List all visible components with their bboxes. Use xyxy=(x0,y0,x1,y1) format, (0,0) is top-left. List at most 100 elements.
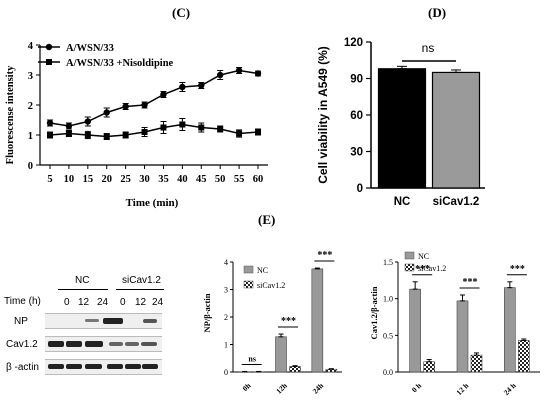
chart-e2-bar-2 xyxy=(423,361,435,373)
chart-d-ytick-label: 90 xyxy=(350,74,363,86)
blot-time-12a: 12 xyxy=(78,297,90,308)
blot-time-label: Time (h) xyxy=(4,296,41,307)
chart-c-xtick-label: 60 xyxy=(253,174,264,185)
chart-e1-xtick-label: 24h xyxy=(311,380,326,395)
panel-label-c: (C) xyxy=(172,5,191,20)
blot-time-24b: 24 xyxy=(152,297,164,308)
blot-row-actin xyxy=(45,359,162,375)
chart-e2-ytick-label: 0.5 xyxy=(383,331,393,340)
chart-e1-bar-2 xyxy=(252,371,265,373)
chart-c-xtick-label: 45 xyxy=(196,174,207,185)
chart-d-ytick-label: 120 xyxy=(344,37,363,49)
chart-e1-ytick-label: 3 xyxy=(224,286,228,295)
chart-e1-ytick-label: 4 xyxy=(224,258,228,267)
blot-group-underline-sicav xyxy=(116,289,164,290)
chart-e1-xtick-label: 0h xyxy=(241,380,254,393)
chart-c-point-2 xyxy=(255,129,261,135)
chart-c-point-1 xyxy=(216,71,224,79)
panel-label-e: (E) xyxy=(258,212,276,227)
chart-e2-bar-1 xyxy=(409,288,421,373)
chart-d-bar-1 xyxy=(377,68,427,189)
e2-legend-sicav: siCav1.2 xyxy=(418,264,446,273)
chart-c-point-2 xyxy=(103,133,110,140)
chart-e1-legend: NC siCav1.2 xyxy=(243,265,285,290)
chart-c-point-2 xyxy=(217,126,224,132)
chart-c-xtick-label: 40 xyxy=(177,174,188,185)
chart-c-point-2 xyxy=(141,129,148,135)
chart-c-point-2 xyxy=(122,132,129,138)
e2-legend-nc: NC xyxy=(418,252,429,261)
chart-e1-ytick-label: 0 xyxy=(224,368,228,377)
chart-e2-bar-1 xyxy=(456,300,469,373)
chart-d-ytick-label: 0 xyxy=(357,183,363,195)
chart-e1-bar-2 xyxy=(325,368,338,373)
blot-row-label-np: NP xyxy=(14,316,28,327)
chart-c-point-2 xyxy=(47,132,53,138)
legend-circle-marker xyxy=(45,43,53,51)
chart-e2-bar-2 xyxy=(470,354,483,373)
chart-e2-significance-label: *** xyxy=(415,264,430,275)
blot-row-np xyxy=(45,313,162,329)
chart-c-xtick-label: 15 xyxy=(83,174,94,185)
chart-e1-bar-1 xyxy=(238,371,251,373)
legend-series-2: A/WSN/33 +Nisoldipine xyxy=(66,58,174,69)
chart-c-xtick-label: 5 xyxy=(47,174,52,185)
chart-c-point-2 xyxy=(198,124,205,131)
blot-time-0b: 0 xyxy=(120,297,126,308)
chart-e2-xtick-label: 0 h xyxy=(410,380,424,394)
chart-c-point-2 xyxy=(179,121,186,128)
chart-e1-bar-1 xyxy=(311,268,324,373)
chart-e2-ytick-label: 1.5 xyxy=(383,258,393,267)
blot-group-underline-nc xyxy=(58,289,108,290)
chart-e2-xtick-label: 24 h xyxy=(502,380,519,397)
e1-legend-sicav: siCav1.2 xyxy=(257,281,285,290)
legend-square-marker xyxy=(46,59,52,65)
chart-c-xtick-label: 50 xyxy=(215,174,226,185)
chart-c-point-2 xyxy=(236,130,243,137)
chart-c-ytick-label: 4 xyxy=(28,41,34,52)
chart-c-point-1 xyxy=(84,118,92,125)
chart-c-series-line-1 xyxy=(49,69,259,127)
chart-e2-bar-1 xyxy=(504,287,516,373)
chart-c-ytick-label: 0 xyxy=(28,161,33,172)
chart-c-xtick-label: 20 xyxy=(101,174,112,185)
blot-group-nc: NC xyxy=(75,275,90,286)
chart-c-point-1 xyxy=(198,82,205,89)
chart-d-ylabel: Cell viability in A549 (%) xyxy=(316,46,330,184)
chart-e2-bar-2 xyxy=(518,340,530,373)
blot-group-sicav: siCav1.2 xyxy=(122,275,161,286)
chart-c-point-2 xyxy=(65,130,72,137)
chart-c-ytick-label: 2 xyxy=(28,101,33,112)
chart-c-point-1 xyxy=(141,101,148,109)
chart-c-point-1 xyxy=(103,109,110,116)
chart-c-point-2 xyxy=(84,132,91,138)
chart-c-xtick-label: 35 xyxy=(158,174,169,185)
chart-e1-bar-1 xyxy=(275,336,287,373)
chart-c-xtick-label: 10 xyxy=(64,174,75,185)
chart-c-legend: A/WSN/33 A/WSN/33 +Nisoldipine xyxy=(38,43,174,69)
chart-c-ytick-label: 1 xyxy=(28,131,33,142)
chart-e2-significance-label: *** xyxy=(510,264,525,275)
chart-c-point-1 xyxy=(254,70,262,77)
legend-series-1: A/WSN/33 xyxy=(66,43,114,54)
chart-c-point-2 xyxy=(160,124,167,131)
blot-time-12b: 12 xyxy=(135,297,147,308)
chart-e1-bar-2 xyxy=(289,366,301,373)
chart-d-xtick-label: NC xyxy=(394,196,411,208)
chart-c-xtick-label: 30 xyxy=(139,174,150,185)
blot-row-cav xyxy=(45,336,162,352)
chart-e1-significance-label: *** xyxy=(281,316,296,327)
blot-row-label-actin: β -actin xyxy=(6,362,39,373)
chart-d-ytick-label: 30 xyxy=(350,147,363,159)
chart-c-xtick-label: 55 xyxy=(234,174,245,185)
chart-c-xlabel: Time (min) xyxy=(126,197,179,209)
chart-e2-xtick-label: 12 h xyxy=(454,380,471,397)
chart-c-ytick-label: 3 xyxy=(28,71,33,82)
chart-e1-significance-label: ns xyxy=(248,354,256,363)
blot-row-label-cav: Cav1.2 xyxy=(6,339,38,350)
e1-legend-nc: NC xyxy=(257,266,268,275)
chart-e2-ytick-label: 1.0 xyxy=(383,295,393,304)
chart-c-point-1 xyxy=(46,119,54,127)
chart-e1-ylabel: NP/β-actin xyxy=(202,293,212,332)
chart-e2-ytick-label: 0.0 xyxy=(383,368,393,377)
